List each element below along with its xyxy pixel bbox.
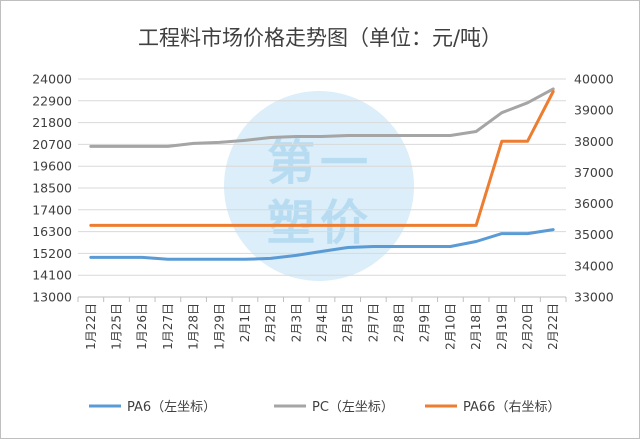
right-tick-label: 33000	[574, 290, 614, 305]
left-tick-label: 24000	[32, 72, 72, 87]
x-tick-label: 2月3日	[289, 303, 303, 342]
right-tick-label: 35000	[574, 227, 614, 242]
x-tick-label: 1月29日	[212, 303, 226, 350]
left-tick-label: 14100	[32, 268, 72, 283]
x-tick-label: 1月25日	[110, 303, 124, 350]
x-tick-label: 2月5日	[341, 303, 355, 342]
x-tick-label: 2月7日	[366, 303, 380, 342]
x-tick-label: 1月27日	[161, 303, 175, 350]
x-tick-label: 2月22日	[546, 303, 560, 350]
left-tick-label: 20700	[32, 137, 72, 152]
x-tick-label: 1月22日	[84, 303, 98, 350]
right-tick-label: 37000	[574, 165, 614, 180]
x-tick-label: 2月1日	[238, 303, 252, 342]
x-axis: 1月22日 1月25日 1月26日 1月27日 1月28日 1月29日 2月1日 2月2日 2月…	[77, 296, 567, 350]
x-tick-label: 2月19日	[495, 303, 509, 350]
left-tick-label: 21800	[32, 115, 72, 130]
right-tick-label: 39000	[574, 103, 614, 118]
legend-label: PA66（右坐标）	[463, 400, 560, 415]
left-tick-label: 17400	[32, 202, 72, 217]
x-tick-label: 2月18日	[469, 303, 483, 350]
watermark-char: 塑	[267, 195, 315, 251]
x-tick-label: 2月4日	[315, 303, 329, 342]
legend-label: PA6（左坐标）	[127, 400, 216, 415]
x-tick-label: 2月20日	[520, 303, 534, 350]
x-tick-label: 2月10日	[443, 303, 457, 350]
watermark-char: 第	[267, 135, 315, 191]
left-y-axis: 13000 14100 15200 16300 17400 18500 19600 20700…	[32, 72, 72, 305]
right-tick-label: 34000	[574, 258, 614, 273]
chart-title: 工程料市场价格走势图（单位：元/吨）	[138, 26, 502, 50]
x-tick-label: 2月2日	[264, 303, 278, 342]
series-line	[89, 228, 555, 261]
left-tick-label: 18500	[32, 181, 72, 196]
right-tick-label: 36000	[574, 196, 614, 211]
series-line	[89, 90, 555, 227]
watermark-char: 价	[320, 195, 368, 251]
x-tick-label: 1月26日	[135, 303, 149, 350]
left-tick-label: 22900	[32, 93, 72, 108]
left-tick-label: 16300	[32, 224, 72, 239]
series-line	[89, 87, 555, 148]
left-tick-label: 15200	[32, 246, 72, 261]
watermark-char: 一	[320, 135, 368, 191]
x-tick-label: 2月9日	[418, 303, 432, 342]
right-y-axis: 33000 34000 35000 36000 37000 38000 39000 40000	[574, 72, 614, 305]
x-tick-label: 1月28日	[187, 303, 201, 350]
series-lines	[89, 87, 555, 261]
legend-label: PC（左坐标）	[312, 400, 394, 415]
x-tick-label: 2月8日	[392, 303, 406, 342]
right-tick-label: 40000	[574, 72, 614, 87]
legend: PA6（左坐标） PC（左坐标） PA66（右坐标）	[89, 400, 560, 415]
left-tick-label: 19600	[32, 159, 72, 174]
left-tick-label: 13000	[32, 290, 72, 305]
right-tick-label: 38000	[574, 134, 614, 149]
